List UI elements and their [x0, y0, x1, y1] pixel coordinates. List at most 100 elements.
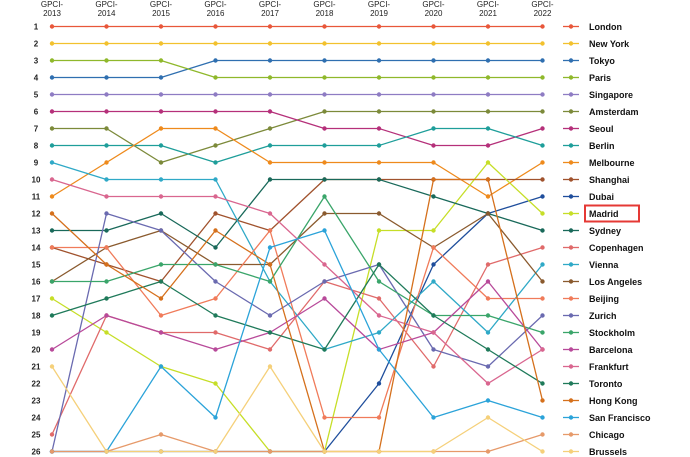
data-point — [213, 143, 218, 148]
data-point — [49, 245, 55, 250]
data-point — [158, 75, 164, 80]
data-point — [158, 449, 164, 454]
data-point — [540, 415, 545, 420]
data-point — [431, 313, 436, 318]
x-tick-label: GPCI- — [259, 0, 282, 9]
legend-label: Shanghai — [589, 175, 630, 185]
data-point — [540, 347, 545, 352]
data-point — [376, 75, 382, 80]
data-point — [485, 24, 491, 29]
data-point — [49, 296, 55, 301]
data-point — [322, 211, 327, 216]
x-tick-label: GPCI- — [531, 0, 554, 9]
data-point — [485, 364, 491, 369]
data-point — [485, 313, 491, 318]
legend-label: Barcelona — [589, 345, 634, 355]
legend-label: Zurich — [589, 311, 617, 321]
data-point — [158, 109, 164, 114]
data-point — [49, 279, 55, 284]
data-point — [376, 381, 382, 386]
data-point — [322, 41, 327, 46]
x-tick-label: GPCI- — [95, 0, 118, 9]
data-point — [376, 449, 382, 454]
legend-swatch-point — [568, 58, 574, 63]
data-point — [49, 160, 55, 165]
data-point — [49, 109, 55, 114]
data-point — [158, 279, 164, 284]
data-point — [49, 211, 55, 216]
data-point — [104, 24, 109, 29]
data-point — [49, 92, 55, 97]
data-point — [485, 347, 491, 352]
series-line — [52, 59, 543, 79]
data-point — [267, 109, 273, 114]
legend-label: San Francisco — [589, 413, 651, 423]
data-point — [540, 126, 545, 131]
data-point — [431, 58, 436, 63]
data-point — [49, 143, 55, 148]
data-point — [431, 347, 436, 352]
x-tick-label: GPCI- — [41, 0, 64, 9]
data-point — [104, 313, 109, 318]
data-point — [158, 92, 164, 97]
data-point — [485, 177, 491, 182]
data-point — [431, 245, 436, 250]
y-tick-label: 4 — [34, 74, 39, 83]
legend-label: Chicago — [589, 430, 625, 440]
data-point — [431, 228, 436, 233]
data-point — [376, 279, 382, 284]
data-point — [158, 194, 164, 199]
data-point — [376, 228, 382, 233]
data-point — [376, 347, 382, 352]
data-point — [49, 313, 55, 318]
legend-swatch-point — [568, 92, 574, 97]
data-point — [485, 330, 491, 335]
y-tick-label: 19 — [32, 329, 41, 338]
data-point — [267, 211, 273, 216]
x-tick-label: GPCI- — [150, 0, 173, 9]
x-tick-label: 2013 — [43, 9, 61, 18]
data-point — [158, 143, 164, 148]
data-point — [540, 194, 545, 199]
data-point — [540, 143, 545, 148]
data-point — [431, 143, 436, 148]
data-point — [213, 262, 218, 267]
data-point — [104, 177, 109, 182]
data-point — [158, 330, 164, 335]
data-point — [485, 143, 491, 148]
data-point — [485, 262, 491, 267]
data-point — [104, 245, 109, 250]
data-point — [104, 160, 109, 165]
data-point — [485, 194, 491, 199]
data-point — [267, 364, 273, 369]
y-tick-label: 14 — [32, 244, 41, 253]
legend-swatch-point — [568, 398, 574, 403]
data-point — [267, 313, 273, 318]
data-point — [322, 177, 327, 182]
data-point — [540, 449, 545, 454]
data-point — [322, 347, 327, 352]
x-tick-label: GPCI- — [313, 0, 336, 9]
data-point — [376, 160, 382, 165]
data-point — [104, 58, 109, 63]
data-point — [540, 177, 545, 182]
data-point — [104, 330, 109, 335]
data-point — [267, 279, 273, 284]
data-point — [158, 177, 164, 182]
legend-label: London — [589, 22, 622, 32]
legend-label: Brussels — [589, 447, 627, 457]
data-point — [104, 109, 109, 114]
x-tick-label: GPCI- — [368, 0, 391, 9]
data-point — [213, 245, 218, 250]
data-point — [267, 245, 273, 250]
data-point — [49, 126, 55, 131]
x-tick-label: 2014 — [98, 9, 116, 18]
x-tick-label: 2021 — [479, 9, 497, 18]
series-line — [51, 178, 544, 453]
data-point — [158, 296, 164, 301]
data-point — [485, 211, 491, 216]
data-point — [104, 41, 109, 46]
series-line — [51, 365, 543, 453]
data-point — [322, 449, 327, 454]
data-point — [431, 364, 436, 369]
